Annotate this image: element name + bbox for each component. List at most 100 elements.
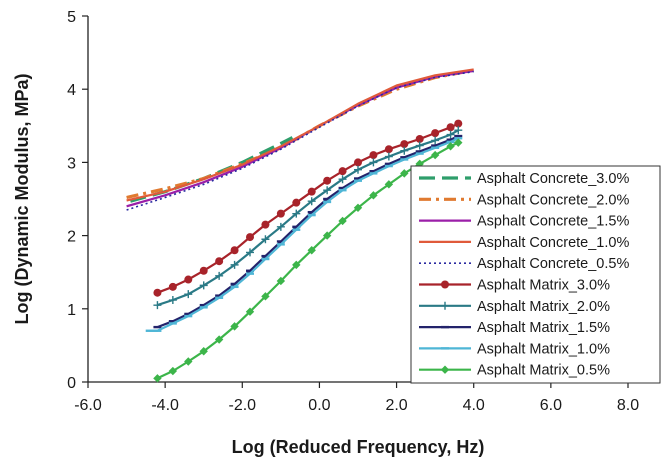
- legend-item: Asphalt Matrix_1.0%: [419, 341, 610, 357]
- data-point-diamond: [454, 138, 463, 147]
- data-point-circle: [369, 151, 378, 160]
- data-point-plus: [184, 290, 193, 299]
- legend-box: [410, 165, 661, 384]
- legend-label: Asphalt Concrete_1.0%: [477, 235, 629, 251]
- data-point-circle: [441, 280, 449, 289]
- series-asphalt-concrete-0-5: [126, 70, 474, 211]
- data-point-diamond: [307, 246, 316, 255]
- legend-label: Asphalt Matrix_2.0%: [477, 299, 610, 315]
- data-point-circle: [276, 209, 285, 218]
- data-point-diamond: [168, 366, 178, 376]
- data-point-diamond: [276, 276, 286, 286]
- data-point-plus: [292, 209, 301, 218]
- data-point-plus: [307, 197, 316, 206]
- data-point-diamond: [184, 357, 193, 366]
- data-point-circle: [384, 145, 393, 154]
- data-point-plus: [153, 301, 162, 310]
- data-point-diamond: [214, 335, 224, 344]
- data-point-plus: [246, 248, 254, 257]
- data-point-circle: [400, 140, 409, 149]
- legend-label: Asphalt Concrete_0.5%: [477, 256, 629, 272]
- data-point-diamond: [245, 307, 255, 316]
- series-asphalt-matrix-3-0: [153, 119, 463, 297]
- legend-label: Asphalt Matrix_1.5%: [477, 320, 610, 336]
- y-tick-label: 4: [67, 82, 76, 99]
- data-point-circle: [338, 167, 347, 176]
- legend-item: Asphalt Concrete_3.0%: [419, 171, 629, 187]
- y-tick-label: 3: [67, 155, 76, 172]
- data-point-circle: [415, 134, 424, 143]
- series-asphalt-concrete-1-0: [126, 68, 474, 202]
- x-tick-label: 4.0: [463, 397, 485, 414]
- legend-layer: Asphalt Concrete_3.0% Asphalt Concrete_2.…: [410, 165, 661, 384]
- x-axis-title: Log (Reduced Frequency, Hz): [232, 437, 485, 457]
- data-point-circle: [168, 282, 177, 291]
- x-tick-label: 2.0: [385, 397, 407, 414]
- data-point-circle: [246, 233, 254, 242]
- data-point-circle: [215, 257, 224, 266]
- data-point-circle: [184, 275, 193, 284]
- data-point-diamond: [430, 150, 440, 160]
- data-point-plus: [354, 165, 362, 174]
- data-point-plus: [199, 281, 208, 290]
- legend-label: Asphalt Matrix_0.5%: [477, 363, 610, 379]
- y-tick-label: 1: [67, 302, 76, 319]
- data-point-plus: [431, 136, 440, 145]
- data-point-diamond: [369, 191, 378, 200]
- data-point-circle: [230, 246, 239, 255]
- y-tick-label: 2: [67, 229, 76, 246]
- x-tick-label: 6.0: [540, 397, 562, 414]
- data-point-circle: [292, 198, 301, 207]
- data-point-diamond: [292, 260, 301, 270]
- legend-item: Asphalt Concrete_1.5%: [419, 214, 629, 230]
- series-asphalt-matrix-1-0: [145, 137, 463, 332]
- series-layer: [126, 68, 474, 383]
- data-point-plus: [415, 141, 424, 150]
- legend-item: Asphalt Concrete_0.5%: [419, 256, 629, 272]
- y-tick-label: 0: [67, 375, 76, 392]
- data-point-circle: [354, 158, 362, 167]
- data-point-plus: [384, 152, 393, 161]
- data-point-diamond: [199, 347, 208, 356]
- data-point-circle: [431, 129, 440, 138]
- series-line: [126, 70, 474, 211]
- data-point-diamond: [446, 142, 455, 151]
- x-tick-label: 8.0: [617, 397, 639, 414]
- legend-label: Asphalt Matrix_1.0%: [477, 341, 610, 357]
- data-point-plus: [215, 271, 224, 280]
- data-point-plus: [400, 146, 409, 155]
- legend-item: Asphalt Concrete_2.0%: [419, 192, 629, 208]
- data-point-circle: [323, 176, 332, 185]
- data-point-plus: [261, 235, 270, 244]
- data-point-circle: [307, 187, 316, 196]
- x-tick-label: 0.0: [308, 397, 330, 414]
- y-tick-label: 5: [67, 9, 76, 26]
- data-point-diamond: [153, 374, 162, 383]
- legend-label: Asphalt Concrete_2.0%: [477, 192, 629, 208]
- legend-item: Asphalt Concrete_1.0%: [419, 235, 629, 251]
- data-point-diamond: [322, 231, 332, 240]
- data-point-circle: [199, 266, 208, 275]
- data-point-diamond: [261, 292, 270, 301]
- data-point-circle: [261, 220, 270, 229]
- legend-item: Asphalt Matrix_1.5%: [419, 320, 610, 336]
- x-tick-label: -2.0: [228, 397, 256, 414]
- data-point-plus: [338, 175, 347, 184]
- data-point-plus: [230, 260, 239, 269]
- legend-label: Asphalt Matrix_3.0%: [477, 278, 610, 294]
- data-point-circle: [454, 119, 463, 128]
- data-point-diamond: [440, 365, 450, 374]
- series-asphalt-matrix-2-0: [153, 126, 463, 310]
- data-point-plus: [446, 130, 455, 139]
- data-point-diamond: [230, 322, 239, 331]
- data-point-plus: [441, 301, 449, 310]
- data-point-diamond: [338, 216, 347, 226]
- legend-label: Asphalt Concrete_1.5%: [477, 214, 629, 230]
- legend-item: Asphalt Matrix_2.0%: [419, 299, 610, 315]
- data-point-diamond: [384, 180, 394, 189]
- data-point-plus: [276, 222, 285, 231]
- legend-item: Asphalt Matrix_3.0%: [419, 278, 610, 294]
- axes-layer: -6.0 -4.0 -2.0 0.0 2.0 4.0 6.0 8.0 0 1 2 3 4 5: [67, 9, 639, 414]
